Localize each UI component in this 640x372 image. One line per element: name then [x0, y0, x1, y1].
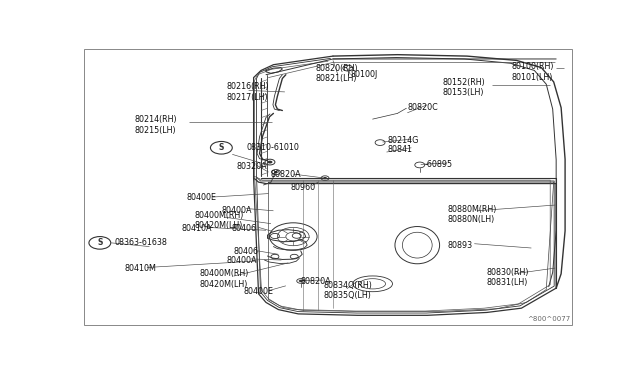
Text: 80400E: 80400E: [244, 287, 274, 296]
Text: 80820C: 80820C: [408, 103, 438, 112]
Text: 80152(RH)
80153(LH): 80152(RH) 80153(LH): [442, 78, 485, 97]
Text: 80100J: 80100J: [350, 70, 378, 79]
Text: 80400A: 80400A: [227, 256, 257, 264]
Text: -60895: -60895: [425, 160, 453, 169]
Text: 80830(RH)
80831(LH): 80830(RH) 80831(LH): [486, 267, 529, 287]
Text: 80214(RH)
80215(LH): 80214(RH) 80215(LH): [134, 115, 177, 135]
Text: S: S: [219, 143, 224, 152]
Text: S: S: [97, 238, 102, 247]
Circle shape: [323, 177, 327, 179]
Text: 08310-61010: 08310-61010: [246, 143, 299, 152]
Text: 80320A: 80320A: [236, 162, 267, 171]
Text: 80400M(RH)
80420M(LH): 80400M(RH) 80420M(LH): [194, 211, 243, 230]
Text: 80841: 80841: [388, 145, 413, 154]
Text: 80100(RH)
80101(LH): 80100(RH) 80101(LH): [511, 62, 554, 81]
Text: 80400M(RH)
80420M(LH): 80400M(RH) 80420M(LH): [199, 269, 248, 289]
Text: 80820(RH)
80821(LH): 80820(RH) 80821(LH): [316, 64, 358, 83]
Circle shape: [274, 171, 278, 173]
Text: 80410A: 80410A: [182, 224, 212, 233]
Text: 08363-61638: 08363-61638: [115, 238, 168, 247]
Text: 80960: 80960: [291, 183, 316, 192]
Text: 80400E: 80400E: [187, 193, 216, 202]
Text: 80880M(RH)
80880N(LH): 80880M(RH) 80880N(LH): [447, 205, 497, 224]
Text: 80820A: 80820A: [271, 170, 301, 179]
Text: 80406: 80406: [234, 247, 259, 256]
Text: 80214G: 80214G: [388, 136, 419, 145]
Circle shape: [268, 161, 273, 164]
Text: 80820A: 80820A: [301, 277, 332, 286]
Text: ^800^0077: ^800^0077: [527, 317, 570, 323]
Text: 80893: 80893: [447, 241, 472, 250]
Circle shape: [299, 280, 303, 282]
Text: 80406: 80406: [231, 224, 256, 233]
Text: 80400A: 80400A: [221, 206, 252, 215]
Text: 80834Q(RH)
80835Q(LH): 80834Q(RH) 80835Q(LH): [323, 281, 372, 300]
Text: 80216(RH)
80217(LH): 80216(RH) 80217(LH): [227, 82, 269, 102]
Text: 80410M: 80410M: [125, 264, 157, 273]
